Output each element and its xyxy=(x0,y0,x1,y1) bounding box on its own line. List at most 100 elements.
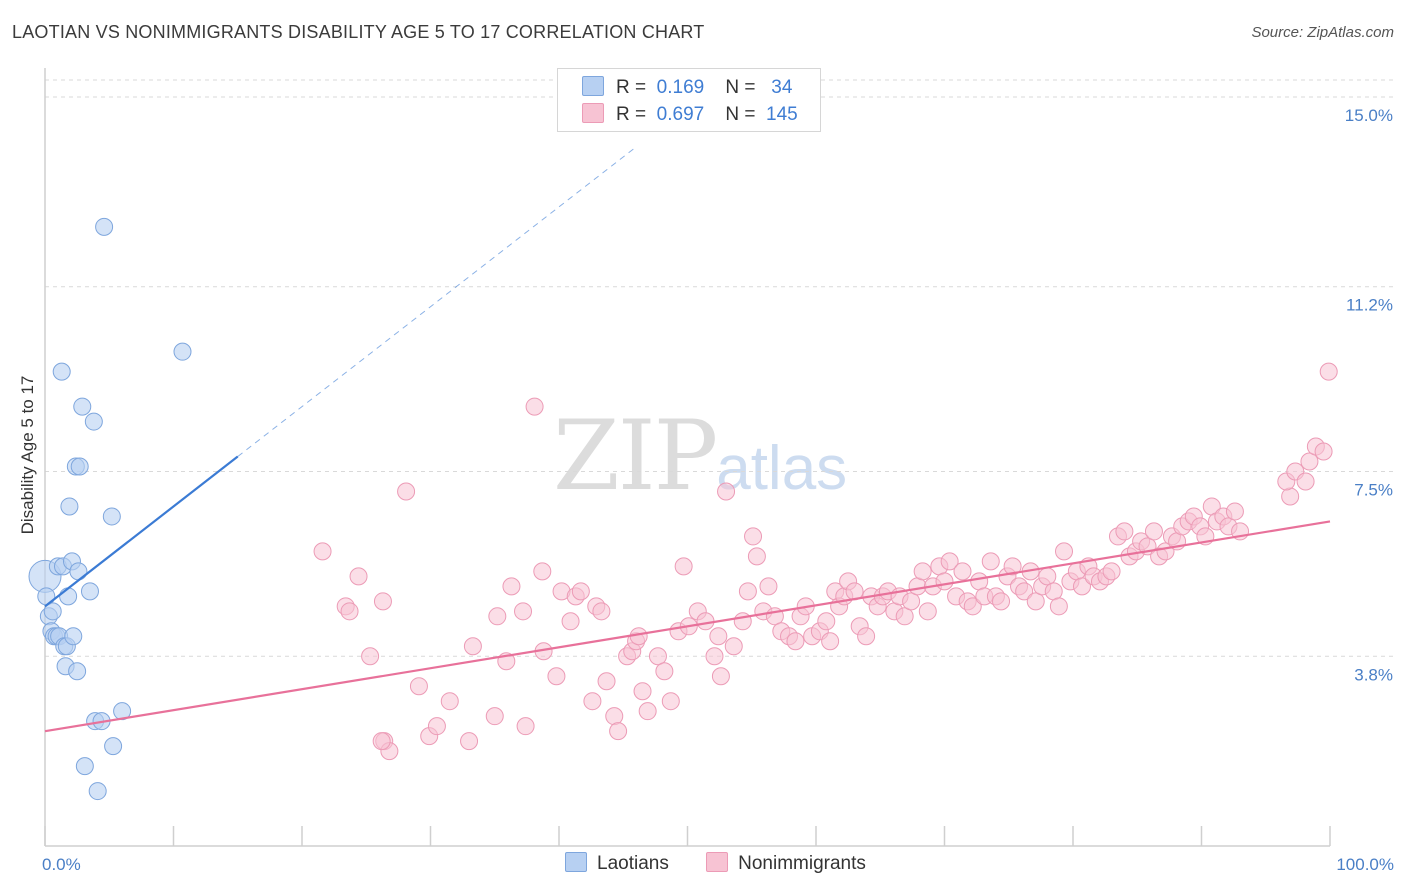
series-nonimmigrants xyxy=(313,362,1338,761)
nonimmigrants-point xyxy=(605,707,624,726)
nonimmigrants-point xyxy=(935,572,954,591)
legend-n-label: N = xyxy=(725,77,756,98)
nonimmigrants-point xyxy=(655,662,674,681)
laotians-point xyxy=(64,627,83,646)
nonimmigrants-point xyxy=(485,707,504,726)
grid-lines xyxy=(45,79,1395,657)
legend-n-label: N = xyxy=(725,104,756,125)
trendlines xyxy=(44,146,1331,733)
nonimmigrants-point xyxy=(1115,522,1134,541)
nonimmigrants-point xyxy=(970,572,989,591)
chart-title: LAOTIAN VS NONIMMIGRANTS DISABILITY AGE … xyxy=(12,22,705,42)
nonimmigrants-point xyxy=(1015,582,1034,601)
laotians-point xyxy=(75,757,94,776)
legend-r-value: 0.169 xyxy=(656,77,705,98)
laotians-point xyxy=(37,587,56,606)
series-laotians xyxy=(28,217,192,801)
nonimmigrants-point xyxy=(744,527,763,546)
nonimmigrants-point xyxy=(583,692,602,711)
laotians-point xyxy=(84,412,103,431)
nonimmigrants-point xyxy=(1055,542,1074,561)
nonimmigrants-point xyxy=(821,632,840,651)
axes xyxy=(44,68,1331,847)
tick-labels: 3.8% 7.5% 11.2% 15.0% 0.0% 100.0% xyxy=(42,106,1394,874)
laotians-point xyxy=(80,582,99,601)
nonimmigrants-point xyxy=(349,567,368,586)
nonimmigrants-point xyxy=(502,577,521,596)
x-tick-label: 100.0% xyxy=(1336,855,1394,874)
nonimmigrants-point xyxy=(918,602,937,621)
nonimmigrants-point xyxy=(1003,557,1022,576)
nonimmigrants-point xyxy=(514,602,533,621)
correlation-legend: R = 0.169 N = 34 R = 0.697 N = 145 xyxy=(557,68,821,132)
laotians-point xyxy=(73,397,92,416)
legend-label-laotians: Laotians xyxy=(597,853,669,874)
laotians-trendline-extension xyxy=(237,146,637,457)
nonimmigrants-point xyxy=(981,552,1000,571)
legend-item-laotians: Laotians xyxy=(565,852,669,875)
nonimmigrants-point xyxy=(592,602,611,621)
nonimmigrants-point xyxy=(705,647,724,666)
nonimmigrants-point xyxy=(1144,522,1163,541)
watermark-zip: ZIP xyxy=(553,400,718,512)
nonimmigrants-point xyxy=(313,542,332,561)
nonimmigrants-point xyxy=(709,627,728,646)
nonimmigrants-point xyxy=(463,637,482,656)
nonimmigrants-point xyxy=(711,667,730,686)
nonimmigrants-point xyxy=(1300,452,1319,471)
laotians-point xyxy=(95,217,114,236)
nonimmigrants-point xyxy=(533,562,552,581)
laotians-point xyxy=(70,457,89,476)
nonimmigrants-trendline xyxy=(44,520,1331,733)
nonimmigrants-point xyxy=(747,547,766,566)
nonimmigrants-point xyxy=(1072,577,1091,596)
nonimmigrants-point xyxy=(1296,472,1315,491)
nonimmigrants-point xyxy=(1314,442,1333,461)
nonimmigrants-point xyxy=(1319,362,1338,381)
nonimmigrants-point xyxy=(609,722,628,741)
nonimmigrants-point xyxy=(1044,582,1063,601)
legend-item-nonimmigrants: Nonimmigrants xyxy=(706,852,866,875)
legend-r-label: R = xyxy=(616,77,647,98)
legend-r-value: 0.697 xyxy=(656,104,705,125)
nonimmigrants-point xyxy=(908,577,927,596)
nonimmigrants-point xyxy=(372,732,391,751)
nonimmigrants-point xyxy=(759,577,778,596)
nonimmigrants-point xyxy=(724,637,743,656)
legend-n-value: 145 xyxy=(766,104,798,125)
source-credit: Source: ZipAtlas.com xyxy=(1251,24,1394,41)
nonimmigrants-point xyxy=(1225,502,1244,521)
legend-swatch-laotians xyxy=(582,76,604,96)
nonimmigrants-point xyxy=(661,692,680,711)
legend-swatch-nonimmigrants xyxy=(582,103,604,123)
laotians-trendline xyxy=(44,455,239,608)
legend-n-value: 34 xyxy=(771,77,793,98)
nonimmigrants-point xyxy=(1026,592,1045,611)
nonimmigrants-point xyxy=(427,717,446,736)
watermark-atlas: atlas xyxy=(716,434,848,503)
legend-row-laotians: R = 0.169 N = 34 xyxy=(582,76,792,98)
nonimmigrants-point xyxy=(1038,567,1057,586)
nonimmigrants-point xyxy=(717,482,736,501)
nonimmigrants-point xyxy=(525,397,544,416)
nonimmigrants-point xyxy=(1281,487,1300,506)
nonimmigrants-point xyxy=(738,582,757,601)
nonimmigrants-point xyxy=(963,597,982,616)
nonimmigrants-point xyxy=(409,677,428,696)
nonimmigrants-point xyxy=(597,672,616,691)
laotians-point xyxy=(104,737,123,756)
legend-label-nonimmigrants: Nonimmigrants xyxy=(738,853,866,874)
nonimmigrants-point xyxy=(561,612,580,631)
laotians-point xyxy=(52,362,71,381)
y-tick-label: 7.5% xyxy=(1354,481,1393,500)
nonimmigrants-point xyxy=(913,562,932,581)
nonimmigrants-point xyxy=(1049,597,1068,616)
nonimmigrants-point xyxy=(488,607,507,626)
laotians-point xyxy=(173,342,192,361)
nonimmigrants-point xyxy=(340,602,359,621)
legend-row-nonimmigrants: R = 0.697 N = 145 xyxy=(582,103,798,125)
nonimmigrants-point xyxy=(460,732,479,751)
nonimmigrants-point xyxy=(940,552,959,571)
watermark: ZIPatlas xyxy=(553,400,847,512)
